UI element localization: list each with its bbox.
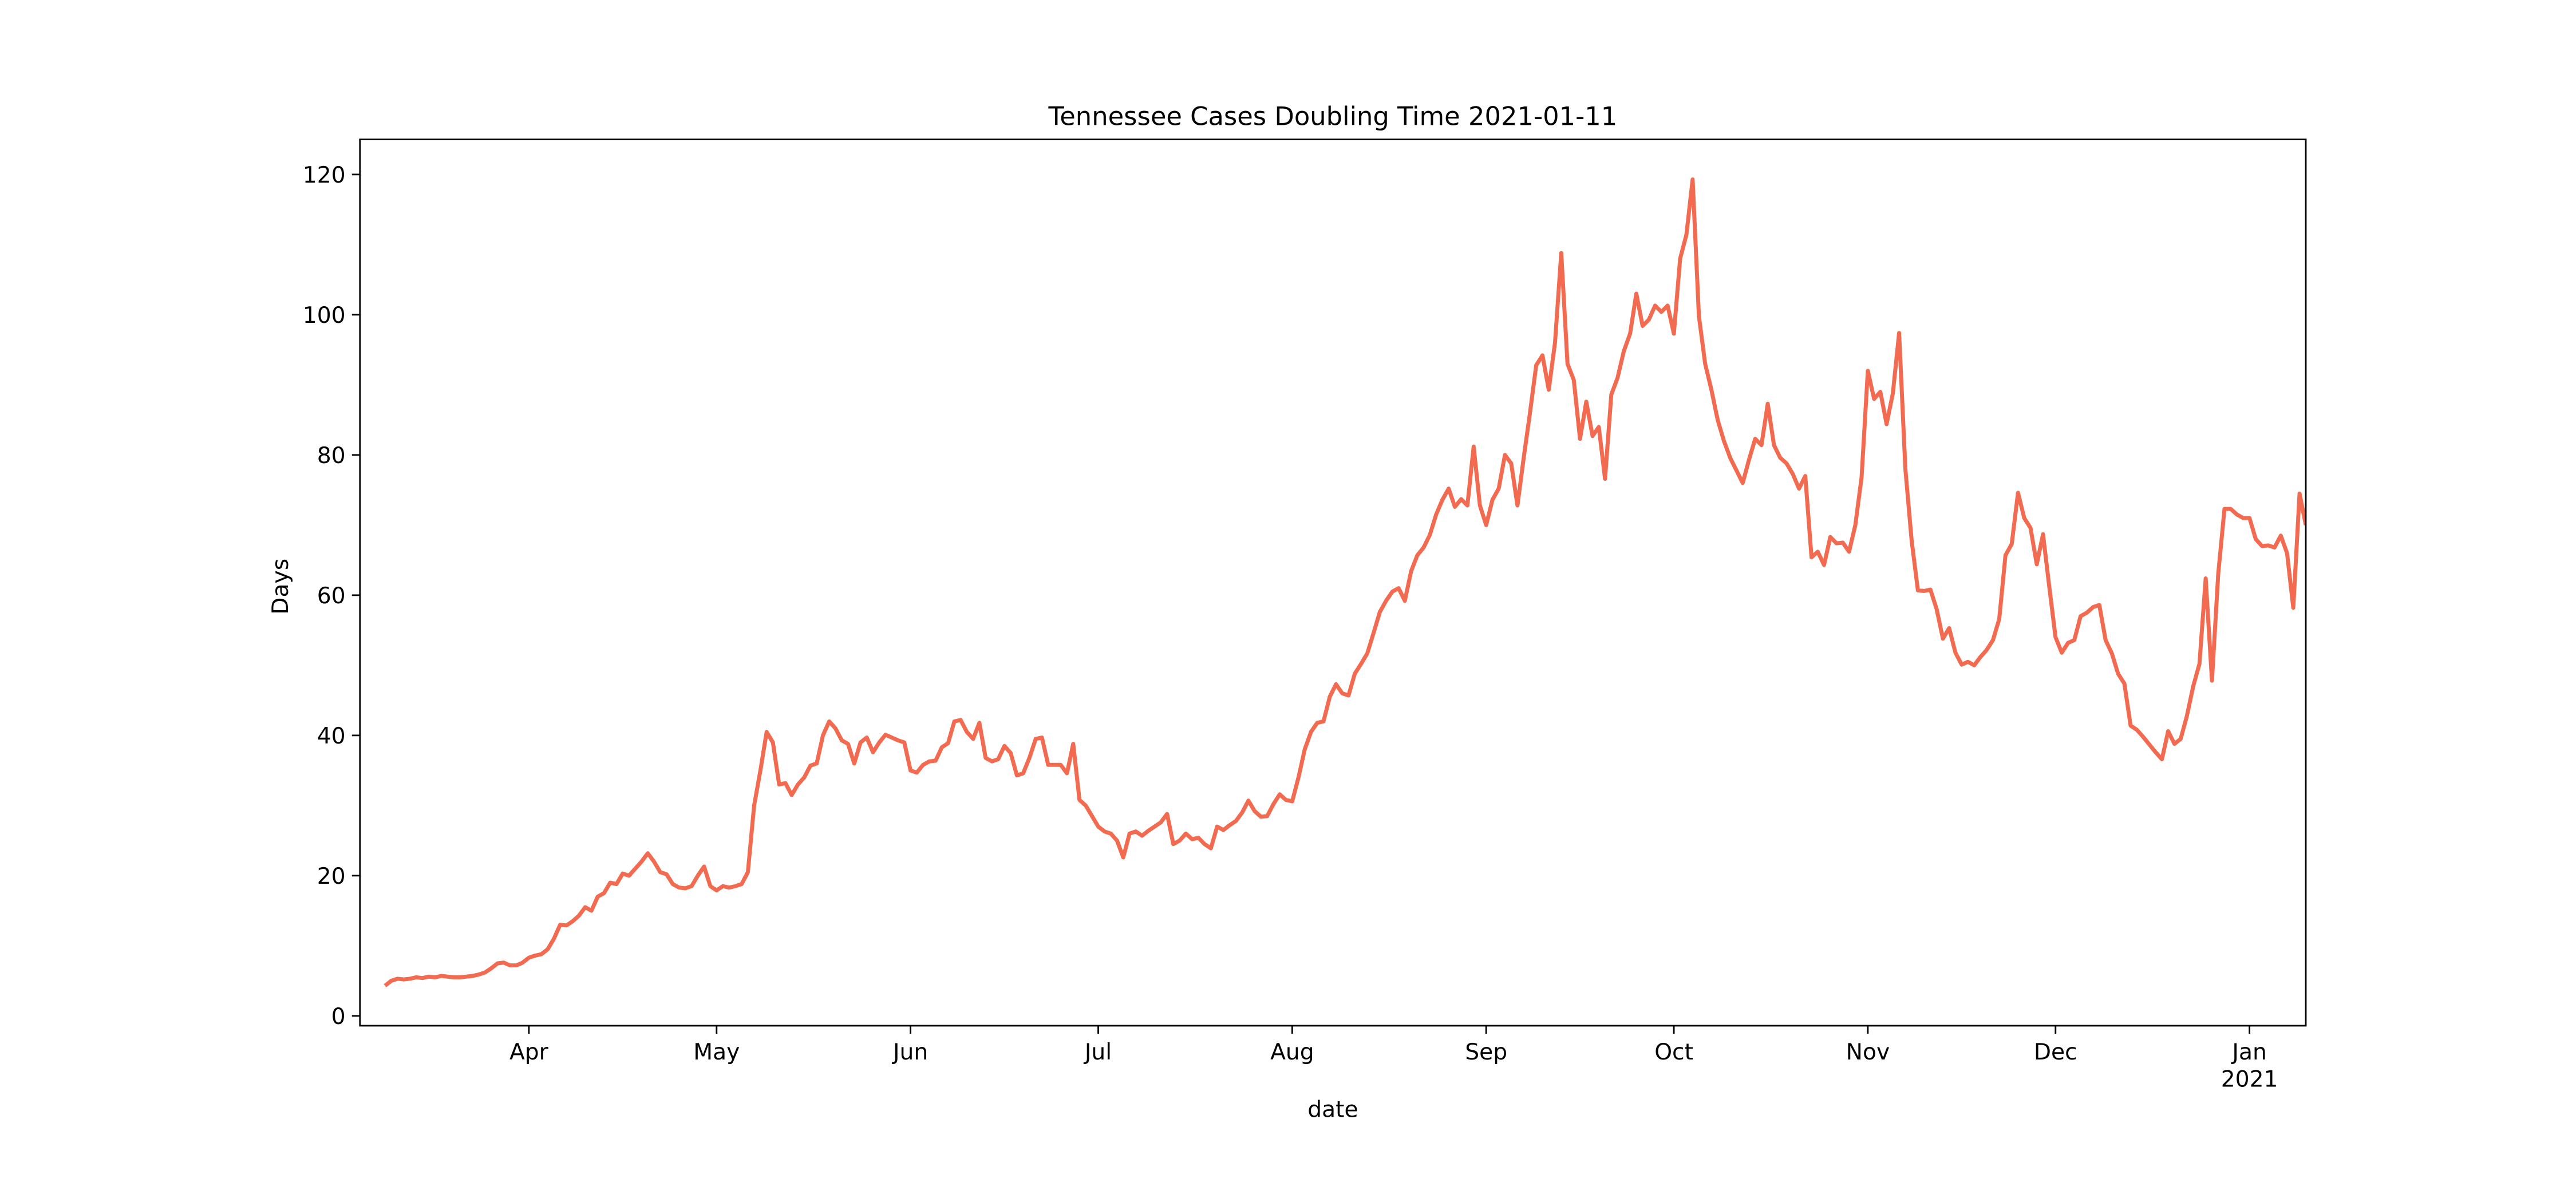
x-tick-label: Jul	[1083, 1039, 1112, 1065]
x-tick-label: Jan	[2230, 1039, 2266, 1065]
y-axis-label: Days	[268, 559, 294, 615]
chart-title: Tennessee Cases Doubling Time 2021-01-11	[1048, 101, 1617, 131]
plot-frame	[359, 139, 2307, 1027]
x-tick-label: Jun	[891, 1039, 928, 1065]
x-year-label: 2021	[2221, 1066, 2278, 1092]
x-tick-label: Apr	[509, 1039, 549, 1065]
x-tick-label: Oct	[1654, 1039, 1693, 1065]
x-tick-label: Aug	[1270, 1039, 1314, 1065]
y-tick-label: 0	[331, 1004, 346, 1030]
y-tick-label: 120	[303, 163, 346, 188]
y-tick-label: 60	[317, 583, 346, 609]
y-tick-label: 100	[303, 303, 346, 329]
y-tick-label: 40	[317, 723, 346, 749]
x-axis-label: date	[1307, 1097, 1358, 1123]
x-tick-label: Sep	[1465, 1039, 1507, 1065]
x-tick-label: Dec	[2034, 1039, 2077, 1065]
x-tick-label: Nov	[1846, 1039, 1890, 1065]
x-tick-label: May	[693, 1039, 740, 1065]
data-line	[384, 177, 2306, 987]
y-tick-label: 80	[317, 443, 346, 469]
background	[46, 0, 2530, 1202]
y-tick-label: 20	[317, 864, 346, 889]
